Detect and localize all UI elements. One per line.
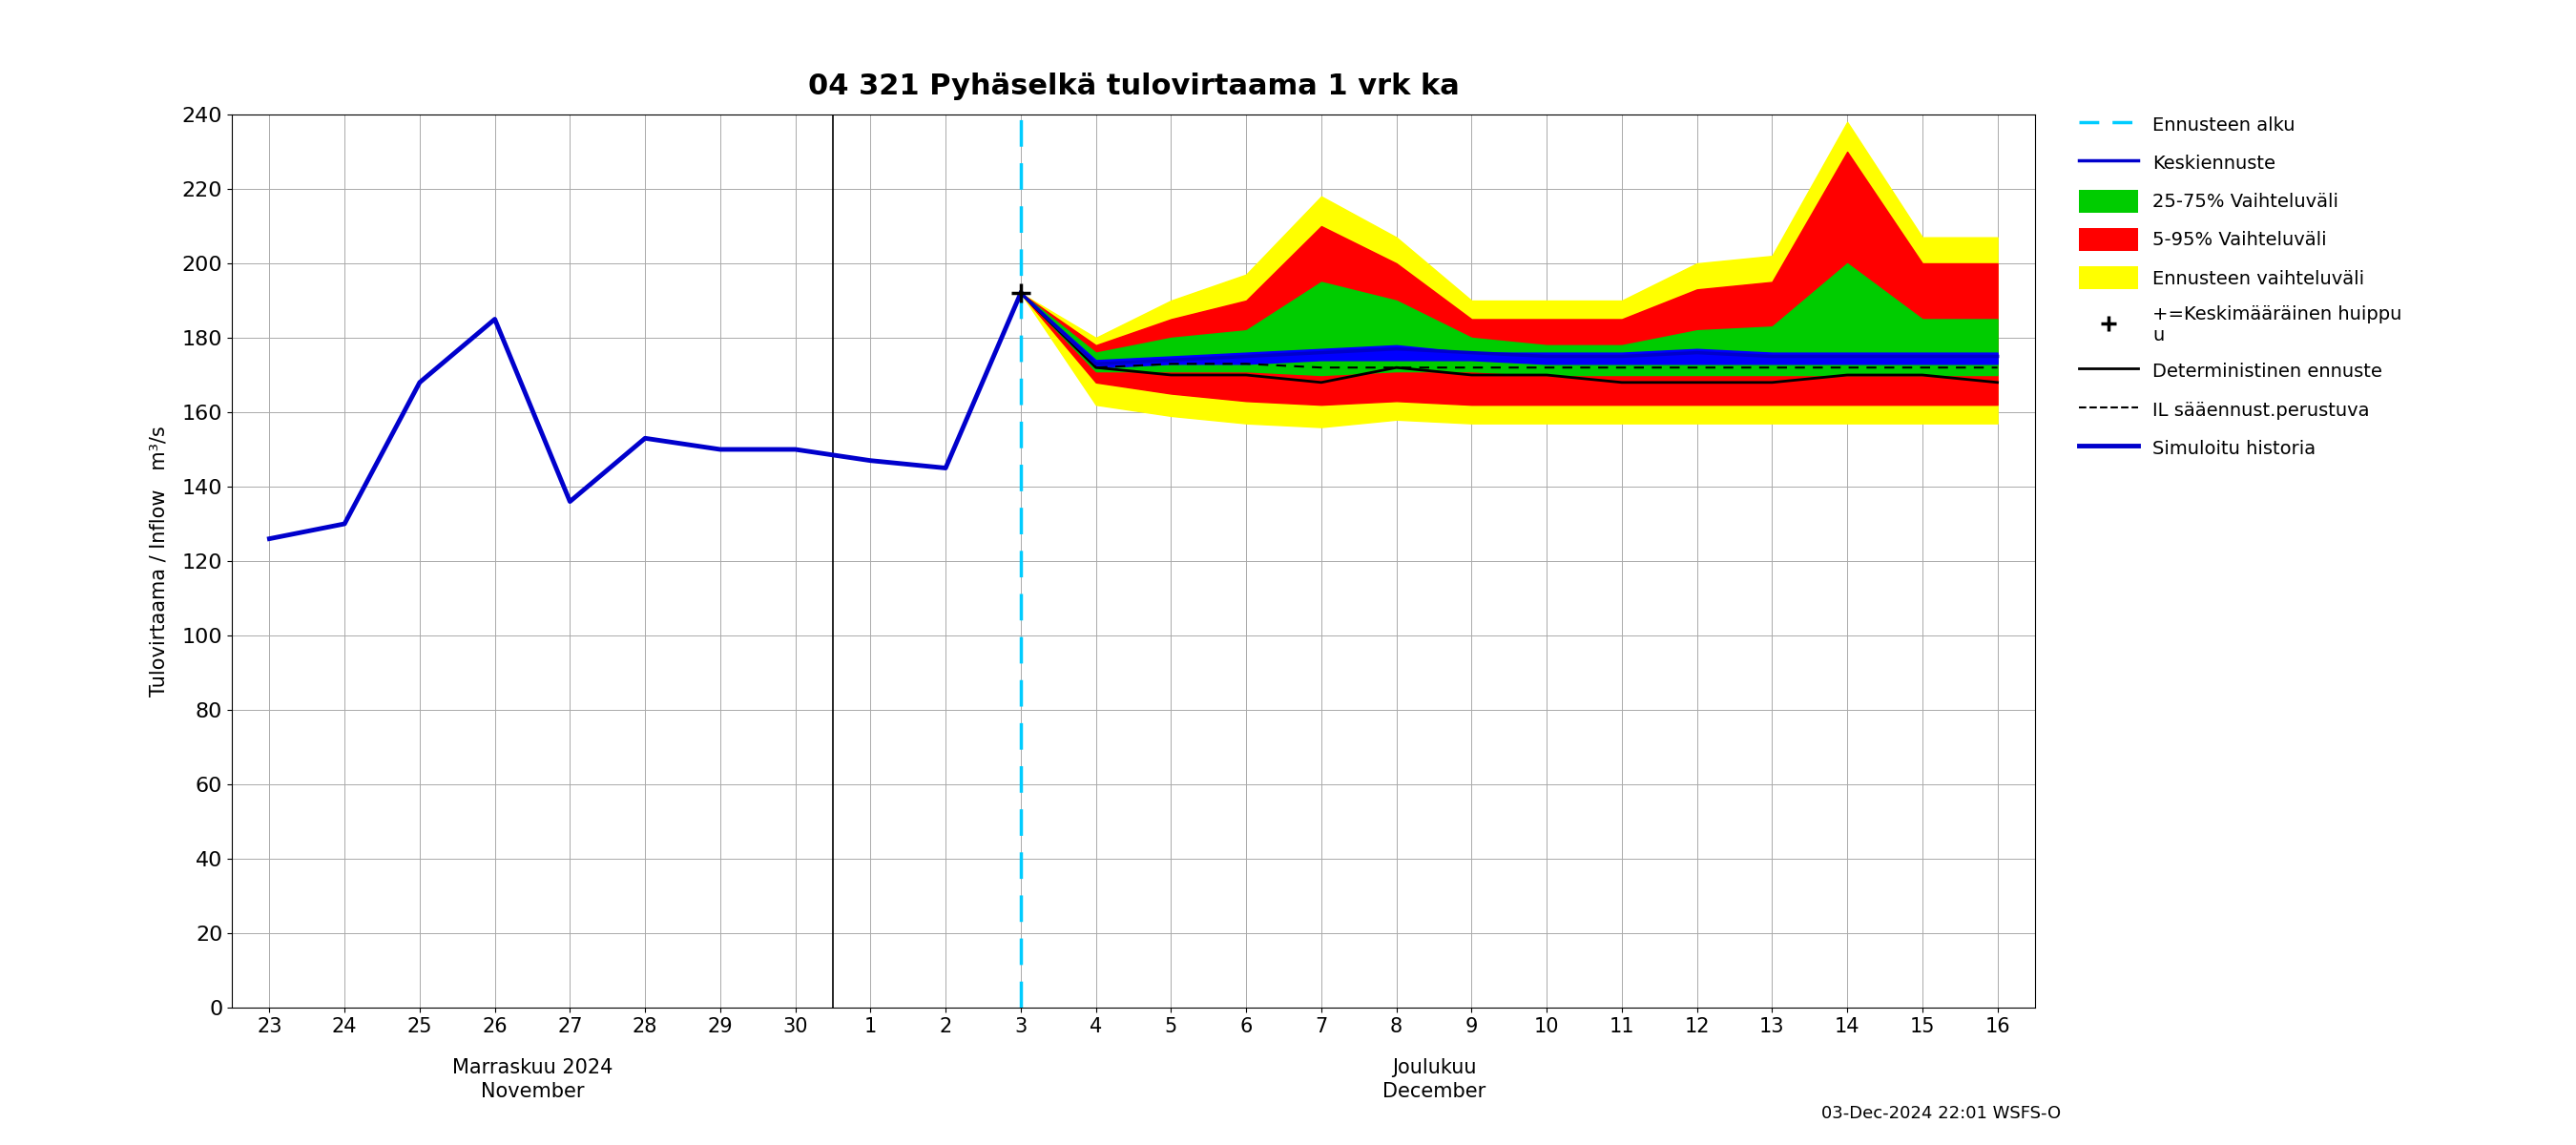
Text: Joulukuu: Joulukuu [1391, 1058, 1476, 1077]
Y-axis label: Tulovirtaama / Inflow   m³/s: Tulovirtaama / Inflow m³/s [149, 426, 167, 696]
Text: November: November [482, 1082, 585, 1100]
Legend: Ennusteen alku, Keskiennuste, 25-75% Vaihteluväli, 5-95% Vaihteluväli, Ennusteen: Ennusteen alku, Keskiennuste, 25-75% Vai… [2071, 105, 2409, 467]
Title: 04 321 Pyhäselkä tulovirtaama 1 vrk ka: 04 321 Pyhäselkä tulovirtaama 1 vrk ka [809, 72, 1458, 101]
Text: 03-Dec-2024 22:01 WSFS-O: 03-Dec-2024 22:01 WSFS-O [1821, 1105, 2061, 1122]
Text: Marraskuu 2024: Marraskuu 2024 [451, 1058, 613, 1077]
Text: December: December [1383, 1082, 1486, 1100]
